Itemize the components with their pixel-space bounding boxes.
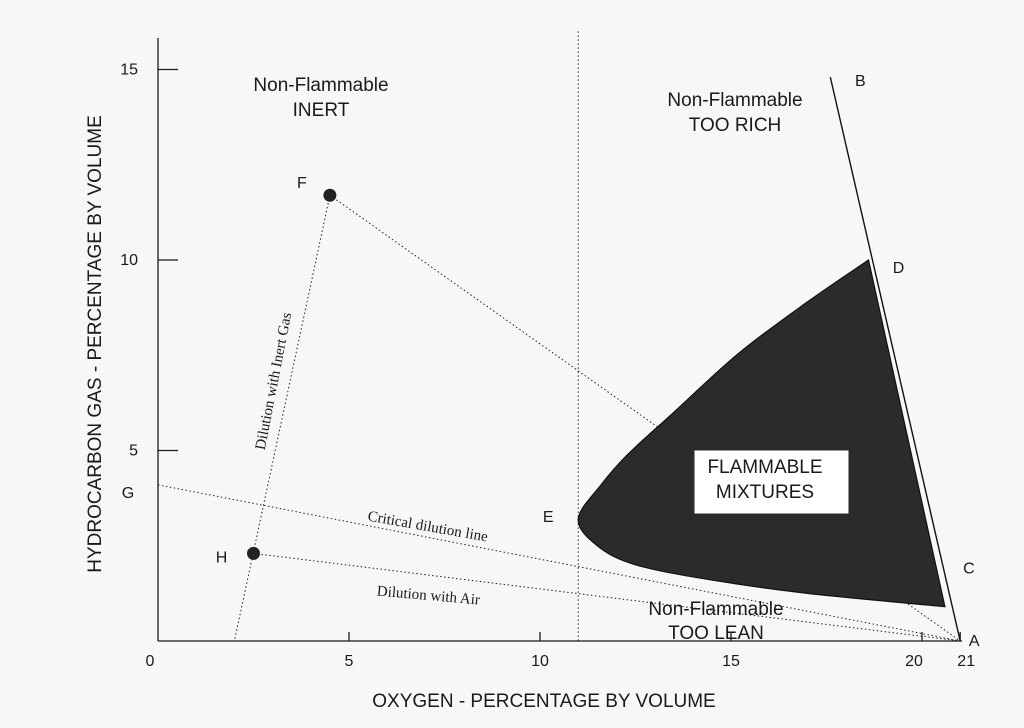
x-tick-label-0: 0 xyxy=(146,653,155,670)
too-lean-label-line1: Non-Flammable xyxy=(648,599,783,620)
flammable-label-line2: MIXTURES xyxy=(716,482,814,503)
dilution-inert-gas-label: Dilution with Inert Gas xyxy=(253,311,295,451)
point-A-label: A xyxy=(969,633,980,650)
flammable-envelope xyxy=(577,259,946,608)
too-rich-label-line2: TOO RICH xyxy=(689,115,782,136)
y-tick-label-15: 15 xyxy=(120,62,138,79)
air-line-line xyxy=(829,76,961,642)
x-tick-label-20: 20 xyxy=(905,653,923,670)
x-tick-label-5: 5 xyxy=(345,653,354,670)
dilution-air-label: Dilution with Air xyxy=(376,584,480,609)
x-axis-title: OXYGEN - PERCENTAGE BY VOLUME xyxy=(372,691,715,712)
point-C-label: C xyxy=(963,561,975,578)
point-F-label: F xyxy=(297,175,307,192)
y-tick-label-10: 10 xyxy=(120,252,138,269)
critical-dilution-line-line xyxy=(157,484,961,642)
dilution-with-inert-gas-line xyxy=(233,195,331,642)
point-D-label: D xyxy=(893,260,905,277)
y-axis-title: HYDROCARBON GAS - PERCENTAGE BY VOLUME xyxy=(85,115,106,573)
point-B-label: B xyxy=(855,73,866,90)
x-tick-label-15: 15 xyxy=(722,653,740,670)
point-E-label: E xyxy=(543,509,554,526)
too-rich-label-line1: Non-Flammable xyxy=(667,90,802,111)
flammable-label-box xyxy=(694,450,849,514)
inert-label-line2: INERT xyxy=(293,100,350,121)
point-F-marker xyxy=(323,188,337,202)
point-G-label: G xyxy=(122,485,134,502)
y-tick-label-5: 5 xyxy=(129,443,138,460)
critical-dilution-label: Critical dilution line xyxy=(366,509,489,546)
x-tick-label-21: 21 xyxy=(957,653,975,670)
point-H-label: H xyxy=(216,549,228,566)
too-lean-label-line2: TOO LEAN xyxy=(668,623,764,644)
f-to-a-line xyxy=(329,194,961,642)
inert-label-line1: Non-Flammable xyxy=(253,75,388,96)
point-H-marker xyxy=(247,546,260,560)
flammable-label-line1: FLAMMABLE xyxy=(707,457,822,478)
x-tick-label-10: 10 xyxy=(531,653,549,670)
dilution-with-air-line xyxy=(253,552,961,642)
